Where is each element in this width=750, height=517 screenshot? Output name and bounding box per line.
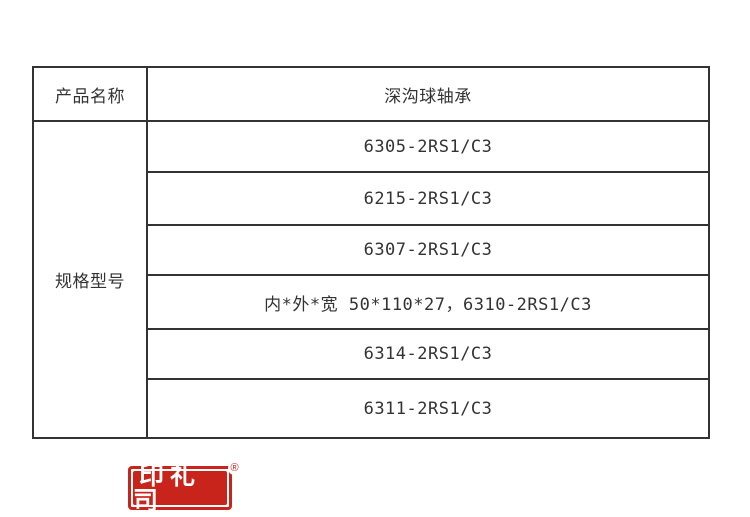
registered-trademark-icon: ®	[228, 462, 241, 475]
stamp-frame: 印礼司	[128, 463, 232, 513]
stamp-text: 印礼司	[133, 463, 227, 513]
table-row: 6215-2RS1/C3	[33, 171, 710, 226]
table-row: 规格型号 6305-2RS1/C3	[32, 120, 710, 439]
spec-model-value: 6305-2RS1/C3	[146, 120, 710, 173]
table-row: 6314-2RS1/C3	[33, 328, 710, 380]
table-row: 6307-2RS1/C3	[33, 224, 710, 276]
product-spec-table: 产品名称 深沟球轴承 规格型号 6305-2RS1/C3 6215-2RS1/C…	[32, 66, 710, 439]
table-row-header: 产品名称 深沟球轴承	[32, 66, 710, 122]
spec-model-value: 6314-2RS1/C3	[146, 328, 710, 380]
brand-seal-stamp: 印礼司 ®	[128, 462, 241, 513]
spec-model-value: 6307-2RS1/C3	[146, 224, 710, 276]
spec-model-value: 6311-2RS1/C3	[146, 378, 710, 439]
table-row: 内*外*宽 50*110*27，6310-2RS1/C3	[33, 274, 710, 330]
spec-model-value: 内*外*宽 50*110*27，6310-2RS1/C3	[146, 274, 710, 330]
spec-model-value: 6215-2RS1/C3	[146, 171, 710, 226]
spec-model-label: 规格型号	[32, 120, 148, 439]
product-name-value: 深沟球轴承	[146, 66, 710, 122]
product-name-label: 产品名称	[32, 66, 148, 122]
table-row: 6311-2RS1/C3	[33, 378, 710, 439]
